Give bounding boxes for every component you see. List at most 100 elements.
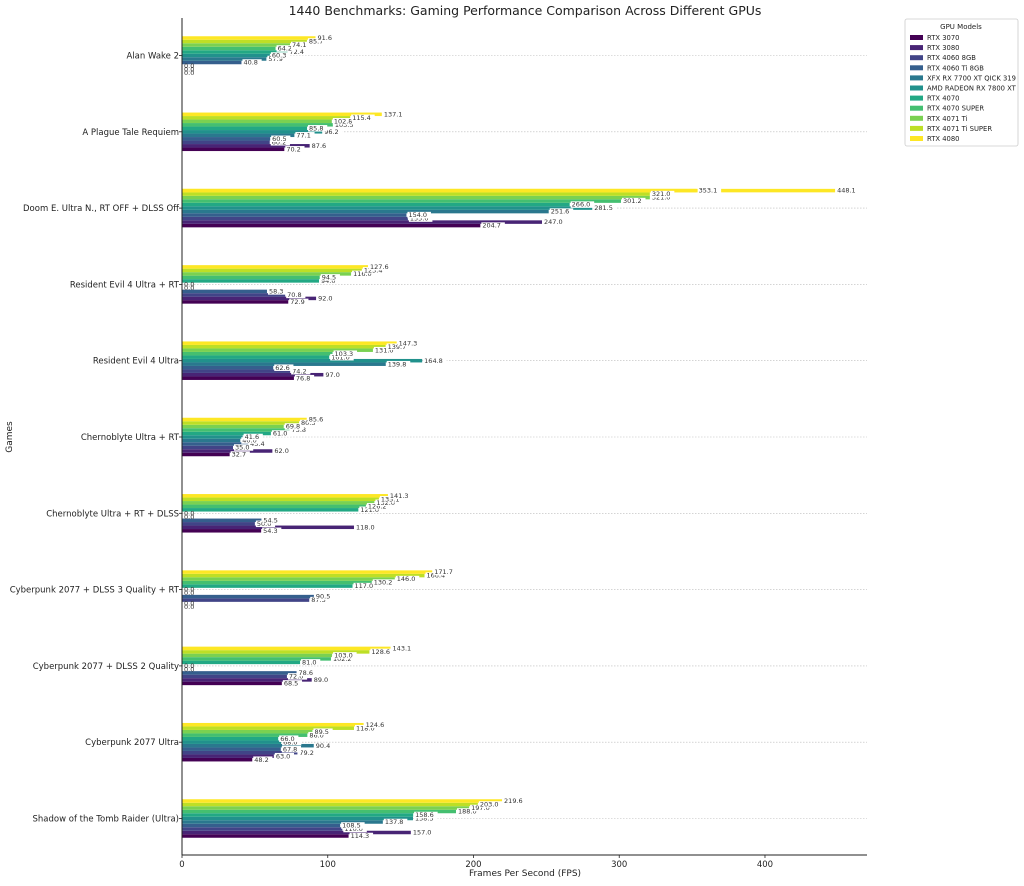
data-label-bg <box>375 499 399 507</box>
legend-label: RTX 4070 SUPER <box>927 105 984 113</box>
bar <box>182 809 456 814</box>
bar <box>182 130 323 134</box>
bar <box>182 355 330 359</box>
bar <box>182 660 301 665</box>
bar <box>182 494 388 498</box>
data-label: 60.5 <box>272 135 286 143</box>
data-label-bg <box>234 444 254 451</box>
bar <box>182 268 362 273</box>
bar <box>182 202 570 207</box>
data-label: 90.4 <box>316 742 330 750</box>
x-tick-label: 300 <box>611 860 627 870</box>
data-label: 48.2 <box>254 756 268 764</box>
data-label-bg <box>285 146 305 153</box>
data-label-bg <box>308 731 328 739</box>
data-label: 117.0 <box>355 582 374 590</box>
bar <box>182 452 230 457</box>
bar <box>182 289 267 294</box>
data-label-bg <box>243 433 263 441</box>
data-label: 35.0 <box>235 444 249 452</box>
bar <box>182 265 368 269</box>
y-tick-label: Resident Evil 4 Ultra <box>93 357 179 367</box>
bar <box>182 802 478 807</box>
data-label: 90.5 <box>316 593 330 601</box>
data-label: 0.0 <box>184 62 194 70</box>
data-label-bg <box>650 190 675 198</box>
data-label-bg <box>364 721 389 728</box>
bar <box>182 646 391 651</box>
data-label-bg <box>267 55 287 63</box>
data-label: 116.0 <box>353 270 372 278</box>
data-label-bg <box>386 343 411 350</box>
data-label: 247.0 <box>544 218 563 226</box>
bar <box>182 344 386 349</box>
data-label: 197.0 <box>471 804 490 812</box>
data-label-bg <box>291 367 311 375</box>
bar <box>182 580 372 585</box>
bar <box>182 681 282 686</box>
data-label: 64.2 <box>278 45 292 53</box>
legend-swatch <box>910 75 923 81</box>
data-label: 114.3 <box>351 832 370 840</box>
data-label: 0.0 <box>184 66 194 74</box>
data-label-bg <box>383 818 408 826</box>
data-label: 103.3 <box>335 350 354 358</box>
legend-label: RTX 4070 <box>927 95 960 103</box>
bar <box>182 806 470 810</box>
data-label-bg <box>333 121 358 129</box>
y-axis-label: Games <box>5 421 15 453</box>
bar <box>182 428 290 432</box>
bar <box>182 213 407 217</box>
data-label: 158.6 <box>415 811 434 819</box>
data-label: 60.3 <box>272 52 286 60</box>
bar <box>182 816 414 821</box>
bar <box>182 834 349 838</box>
data-label: 85.6 <box>309 416 323 424</box>
data-label: 0.0 <box>184 513 194 521</box>
data-label: 157.0 <box>413 829 432 837</box>
data-label-bg <box>331 655 356 663</box>
data-label: 72.4 <box>290 48 304 56</box>
data-label: 63.0 <box>276 752 290 760</box>
data-label-bg <box>255 520 276 528</box>
data-label-bg <box>274 752 295 760</box>
bar <box>182 341 397 345</box>
data-label-bg <box>314 742 334 749</box>
data-label: 131.0 <box>375 346 394 354</box>
data-label: 0.0 <box>184 69 194 77</box>
y-tick-label: Doom E. Ultra N., RT OFF + DLSS Off <box>23 204 180 214</box>
bar <box>182 799 503 803</box>
bar <box>182 348 373 352</box>
data-label: 251.6 <box>551 208 570 216</box>
y-tick-label: Shadow of the Tomb Raider (Ultra) <box>33 815 179 825</box>
bar <box>182 369 291 373</box>
bar <box>182 518 262 523</box>
bar <box>182 657 331 661</box>
data-label-bg <box>289 298 309 306</box>
legend-label: RTX 4071 Ti <box>927 115 968 123</box>
bar <box>182 376 294 380</box>
data-label: 126.2 <box>368 502 387 510</box>
data-label-bg <box>312 676 332 684</box>
data-label-bg <box>423 357 447 364</box>
data-label: 137.1 <box>384 110 403 118</box>
data-label-bg <box>349 832 374 840</box>
y-tick-label: Chernoblyte Ultra + RT <box>81 433 180 443</box>
data-label: 301.2 <box>623 197 642 205</box>
bar <box>182 296 317 301</box>
bar <box>182 421 300 425</box>
data-label-bg <box>270 139 290 146</box>
data-label: 85.7 <box>309 38 323 46</box>
data-label-bg <box>300 419 320 427</box>
bar <box>182 508 359 512</box>
data-label: 74.1 <box>292 41 306 49</box>
legend-label: RTX 4071 Ti SUPER <box>927 125 992 133</box>
data-label: 121.0 <box>360 506 379 514</box>
data-label: 141.3 <box>390 492 409 500</box>
data-label-bg <box>242 59 262 66</box>
data-label-bg <box>270 52 291 59</box>
legend-title: GPU Models <box>940 23 982 31</box>
bar <box>182 671 297 675</box>
data-label: 77.1 <box>296 131 310 139</box>
